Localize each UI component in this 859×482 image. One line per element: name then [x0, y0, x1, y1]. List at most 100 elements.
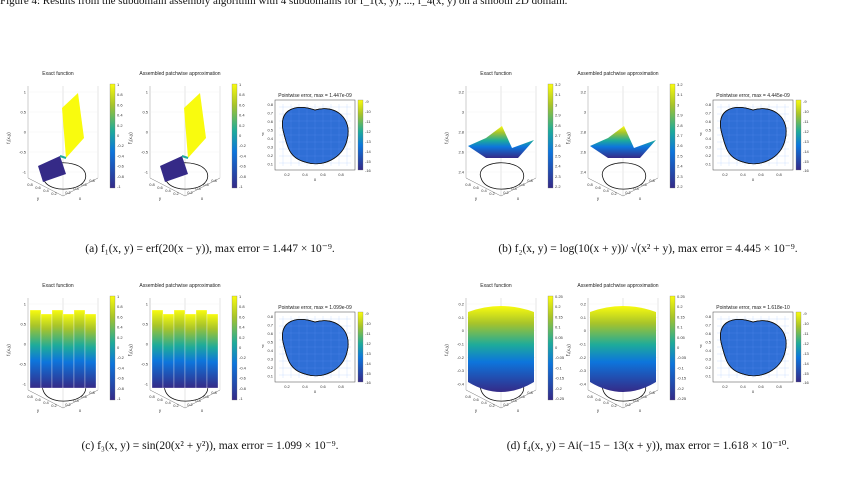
error-colorbar-tick: -10 — [365, 109, 372, 114]
colorbar-tick-label: 0.2 — [117, 335, 123, 340]
y-tick-label: 0.2 — [51, 403, 57, 408]
colorbar-tick-label: 0.8 — [239, 304, 245, 309]
error-colorbar-tick: -9 — [365, 311, 369, 316]
z-tick-label: -0.4 — [457, 382, 465, 387]
z-tick-label: -0.1 — [579, 342, 587, 347]
z-axis-label: f̃₃(x,y) — [127, 344, 133, 357]
y-tick-label: 0.8 — [267, 102, 273, 107]
colorbar-tick-label: 0.2 — [555, 304, 561, 309]
z-axis-label: f̃₁(x,y) — [127, 132, 133, 145]
colorbar-tick-label: 3 — [555, 102, 558, 107]
colorbar-tick-label: -0.2 — [239, 355, 247, 360]
error-colorbar-tick: -16 — [803, 168, 810, 173]
colorbar-tick-label: 0.15 — [677, 314, 686, 319]
x-axis-label: x — [752, 389, 755, 394]
x-tick-label: 0.8 — [649, 178, 655, 183]
z-tick-label: -1 — [144, 382, 148, 387]
z-axis-label: f₃(x,y) — [6, 344, 11, 356]
colorbar-tick-label: 0.25 — [677, 294, 686, 299]
colorbar-tick-label: 0 — [239, 133, 242, 138]
x-tick-label: 0.6 — [320, 384, 326, 389]
error-colorbar-tick: -9 — [365, 99, 369, 104]
colorbar-tick-label: -0.8 — [117, 386, 125, 391]
colorbar-tick-label: 0 — [677, 345, 680, 350]
y-tick-label: 0.6 — [595, 397, 601, 402]
x-axis-label: x — [517, 408, 520, 413]
colorbar-tick-label: 2.9 — [555, 113, 561, 118]
z-axis-label: f̃₂(x,y) — [565, 132, 571, 145]
caption-a: (a) f₁(x, y) = erf(20(x − y)), max error… — [85, 243, 335, 255]
subfigure-b: Exact function Assembled patchwise approx… — [438, 60, 858, 270]
y-tick-label: 0.2 — [51, 191, 57, 196]
y-tick-label: 0.8 — [149, 182, 155, 187]
error-colorbar-tick: -14 — [365, 149, 372, 154]
z-tick-label: 3 — [462, 110, 465, 115]
z-tick-label: -0.1 — [457, 342, 465, 347]
caption-c: (c) f₃(x, y) = sin(20(x² + y²)), max err… — [81, 440, 339, 452]
colorbar-tick-label: 0 — [239, 345, 242, 350]
y-axis-label: y — [475, 196, 478, 201]
x-tick-label: 0.4 — [195, 398, 201, 403]
error-colorbar-tick: -9 — [803, 99, 807, 104]
y-tick-label: 0.2 — [267, 153, 273, 158]
error-plot: Pointwise error, max = 1.618e-10 0.2 0.4 0.… — [700, 305, 810, 394]
colorbar-tick-label: -0.8 — [239, 386, 247, 391]
colorbar-tick-label: 3.1 — [677, 92, 683, 97]
y-tick-label: 0.2 — [611, 403, 617, 408]
exact-surface — [29, 309, 97, 389]
y-tick-label: 0.5 — [705, 128, 711, 133]
x-tick-label: 0.8 — [338, 172, 344, 177]
x-tick-label: 0.4 — [73, 398, 79, 403]
colorbar-tick-label: -0.2 — [555, 386, 563, 391]
approx-3d-axes: 3.232.82.62.4f̃₂(x,y)0.80.60.40.2 0.20.40… — [565, 86, 659, 201]
approx-surface — [590, 126, 656, 158]
error-colorbar — [795, 311, 802, 383]
y-tick-label: 0.6 — [267, 331, 273, 336]
y-tick-label: 0.4 — [165, 188, 171, 193]
z-tick-label: 0.5 — [142, 110, 148, 115]
colorbar-tick-label: 1 — [239, 294, 242, 299]
y-tick-label: 0.6 — [267, 119, 273, 124]
colorbar-tick-label: 0.4 — [239, 113, 245, 118]
approx-plot-title: Assembled patchwise approximation — [577, 71, 658, 77]
y-tick-label: 0.4 — [267, 136, 273, 141]
y-tick-label: 0.4 — [603, 188, 609, 193]
z-tick-label: 1 — [24, 90, 27, 95]
z-axis-label: f̃₄(x,y) — [565, 344, 571, 357]
colorbar-tick-label: 2.2 — [677, 184, 683, 189]
x-tick-label: 0.6 — [203, 394, 209, 399]
subfigure-d: Exact function Assembled patchwise approx… — [438, 272, 858, 482]
exact-surface — [38, 93, 84, 182]
colorbar-tick-label: 1 — [117, 82, 120, 87]
y-tick-label: 0.8 — [267, 314, 273, 319]
colorbar-tick-label: 0.4 — [117, 113, 123, 118]
y-tick-label: 0.1 — [705, 162, 711, 167]
y-tick-label: 0.4 — [43, 188, 49, 193]
z-tick-label: 0 — [584, 328, 587, 333]
y-axis-label: y — [159, 196, 162, 201]
figure-panel-svg: Exact function Assembled patchwise approx… — [6, 283, 372, 413]
y-tick-label: 0.8 — [705, 314, 711, 319]
error-colorbar-tick: -15 — [803, 371, 810, 376]
colorbar-tick-label: -0.25 — [677, 396, 687, 401]
x-tick-label: 0.8 — [527, 390, 533, 395]
colorbar-tick-label: 2.4 — [555, 164, 561, 169]
x-tick-label: 0.4 — [633, 398, 639, 403]
approx-plot-title: Assembled patchwise approximation — [577, 283, 658, 289]
colorbar-tick-label: -0.05 — [677, 355, 687, 360]
y-tick-label: 0.4 — [481, 188, 487, 193]
exact-surface — [468, 126, 534, 158]
colorbar-tick-label: 0.8 — [117, 92, 123, 97]
colorbar-tick-label: 0 — [555, 345, 558, 350]
z-tick-label: 2.6 — [580, 150, 586, 155]
z-tick-label: -0.4 — [579, 382, 587, 387]
y-axis-label: y — [159, 408, 162, 413]
x-tick-label: 0.4 — [511, 186, 517, 191]
colorbar-tick-label: 0.4 — [117, 325, 123, 330]
z-tick-label: 0.2 — [580, 302, 586, 307]
z-tick-label: -0.3 — [579, 368, 587, 373]
exact-plot-title: Exact function — [480, 71, 512, 77]
z-tick-label: 0 — [462, 328, 465, 333]
y-axis-label: y — [262, 343, 265, 348]
y-tick-label: 0.8 — [465, 182, 471, 187]
